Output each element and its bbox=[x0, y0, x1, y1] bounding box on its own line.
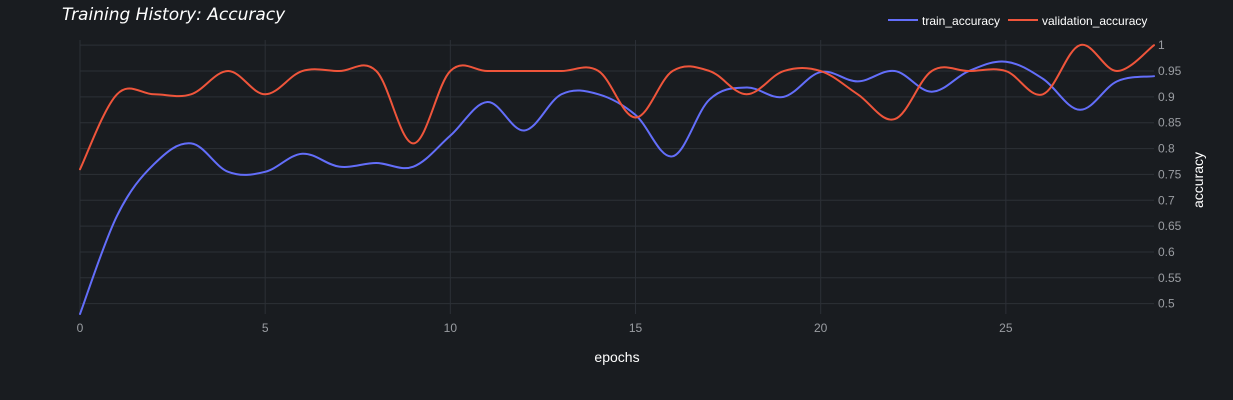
x-tick-label: 5 bbox=[262, 321, 269, 335]
series-line-validation-accuracy bbox=[79, 44, 1155, 171]
y-tick-label: 0.7 bbox=[1158, 193, 1175, 207]
y-tick-label: 0.6 bbox=[1158, 245, 1175, 259]
y-tick-label: 0.9 bbox=[1158, 90, 1175, 104]
y-tick-label: 0.5 bbox=[1158, 297, 1175, 311]
y-tick-label: 0.75 bbox=[1158, 167, 1182, 181]
x-tick-label: 0 bbox=[77, 321, 84, 335]
y-tick-label: 0.85 bbox=[1158, 116, 1182, 130]
x-tick-label: 15 bbox=[629, 321, 643, 335]
legend-label: train_accuracy bbox=[922, 14, 1000, 28]
legend: train_accuracy validation_accuracy bbox=[888, 14, 1147, 28]
y-tick-label: 0.95 bbox=[1158, 64, 1182, 78]
x-tick-label: 10 bbox=[444, 321, 458, 335]
y-axis-title: accuracy bbox=[1190, 152, 1206, 208]
gridlines bbox=[79, 40, 1154, 314]
x-tick-label: 25 bbox=[999, 321, 1013, 335]
y-tick-label: 0.65 bbox=[1158, 219, 1182, 233]
y-tick-label: 0.8 bbox=[1158, 142, 1175, 156]
chart-title: Training History: Accuracy bbox=[62, 5, 286, 25]
y-tick-label: 0.55 bbox=[1158, 271, 1182, 285]
x-axis-title: epochs bbox=[594, 349, 639, 365]
x-tick-label: 20 bbox=[814, 321, 828, 335]
series-lines bbox=[79, 44, 1155, 315]
legend-label: validation_accuracy bbox=[1042, 14, 1147, 28]
y-tick-label: 1 bbox=[1158, 38, 1165, 52]
series-line-train-accuracy bbox=[79, 60, 1155, 315]
